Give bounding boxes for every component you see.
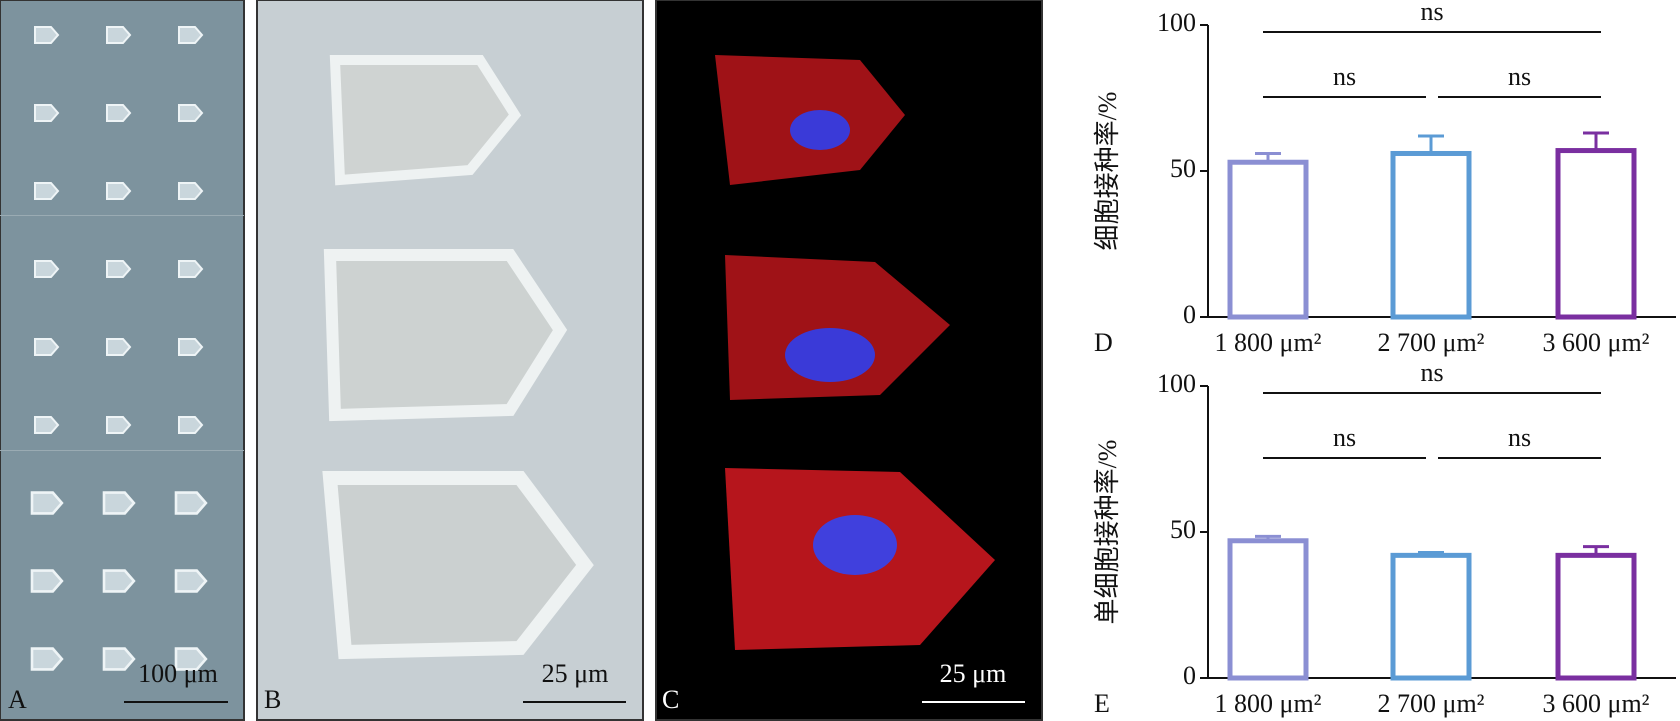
y-tick-label: 0	[1183, 661, 1196, 690]
y-tick-label: 50	[1170, 154, 1196, 183]
significance-label: ns	[1420, 0, 1443, 26]
panel-label: C	[662, 685, 679, 714]
x-tick-label: 2 700 μm²	[1378, 689, 1485, 718]
significance-label: ns	[1420, 358, 1443, 387]
significance-label: ns	[1333, 423, 1356, 452]
x-tick-label: 3 600 μm²	[1543, 328, 1650, 357]
cell-nucleus	[790, 110, 850, 150]
bar	[1390, 552, 1472, 681]
y-tick-label: 0	[1183, 300, 1196, 329]
bar	[1390, 150, 1472, 320]
y-tick-label: 100	[1157, 8, 1196, 37]
panel-label: B	[264, 685, 281, 714]
scale-label: 100 μm	[138, 659, 218, 688]
bar	[1227, 538, 1309, 681]
bar	[1227, 159, 1309, 320]
scale-label: 25 μm	[940, 659, 1007, 688]
bar	[1555, 552, 1637, 681]
cell-actin	[725, 255, 950, 400]
pattern-cell	[329, 55, 522, 186]
significance-label: ns	[1508, 62, 1531, 91]
significance-label: ns	[1508, 423, 1531, 452]
bar-chart: 0 50 100 单细胞接种率/% E 1 800 μm² 2 700 μm² 3 600 μ…	[1093, 358, 1676, 718]
x-tick-label: 2 700 μm²	[1378, 328, 1485, 357]
x-tick-label: 1 800 μm²	[1215, 689, 1322, 718]
pattern-cell	[323, 249, 568, 422]
cell-nucleus	[813, 515, 897, 575]
x-tick-label: 3 600 μm²	[1543, 689, 1650, 718]
panel-b: 25 μm B	[256, 0, 644, 721]
x-tick-label: 1 800 μm²	[1215, 328, 1322, 357]
panel-a: 100 μm A	[0, 0, 245, 721]
bar-chart: 0 50 100 细胞接种率/% D 1 800 μm² 2 700 μm² 3 600 μm…	[1093, 0, 1676, 357]
bar	[1555, 148, 1637, 320]
panel-label: E	[1094, 689, 1110, 718]
y-tick-label: 50	[1170, 515, 1196, 544]
pattern-cell	[322, 471, 594, 660]
panel-label: A	[8, 685, 27, 714]
y-tick-label: 100	[1157, 369, 1196, 398]
charts: 0 50 100 细胞接种率/% D 1 800 μm² 2 700 μm² 3 600 μm…	[1093, 0, 1676, 718]
panel-c: 25 μm C	[655, 0, 1043, 721]
scale-label: 25 μm	[542, 659, 609, 688]
y-axis-title: 细胞接种率/%	[1093, 92, 1122, 251]
cell-nucleus	[785, 328, 875, 382]
significance-label: ns	[1333, 62, 1356, 91]
y-axis-title: 单细胞接种率/%	[1093, 440, 1122, 625]
panel-label: D	[1094, 328, 1113, 357]
